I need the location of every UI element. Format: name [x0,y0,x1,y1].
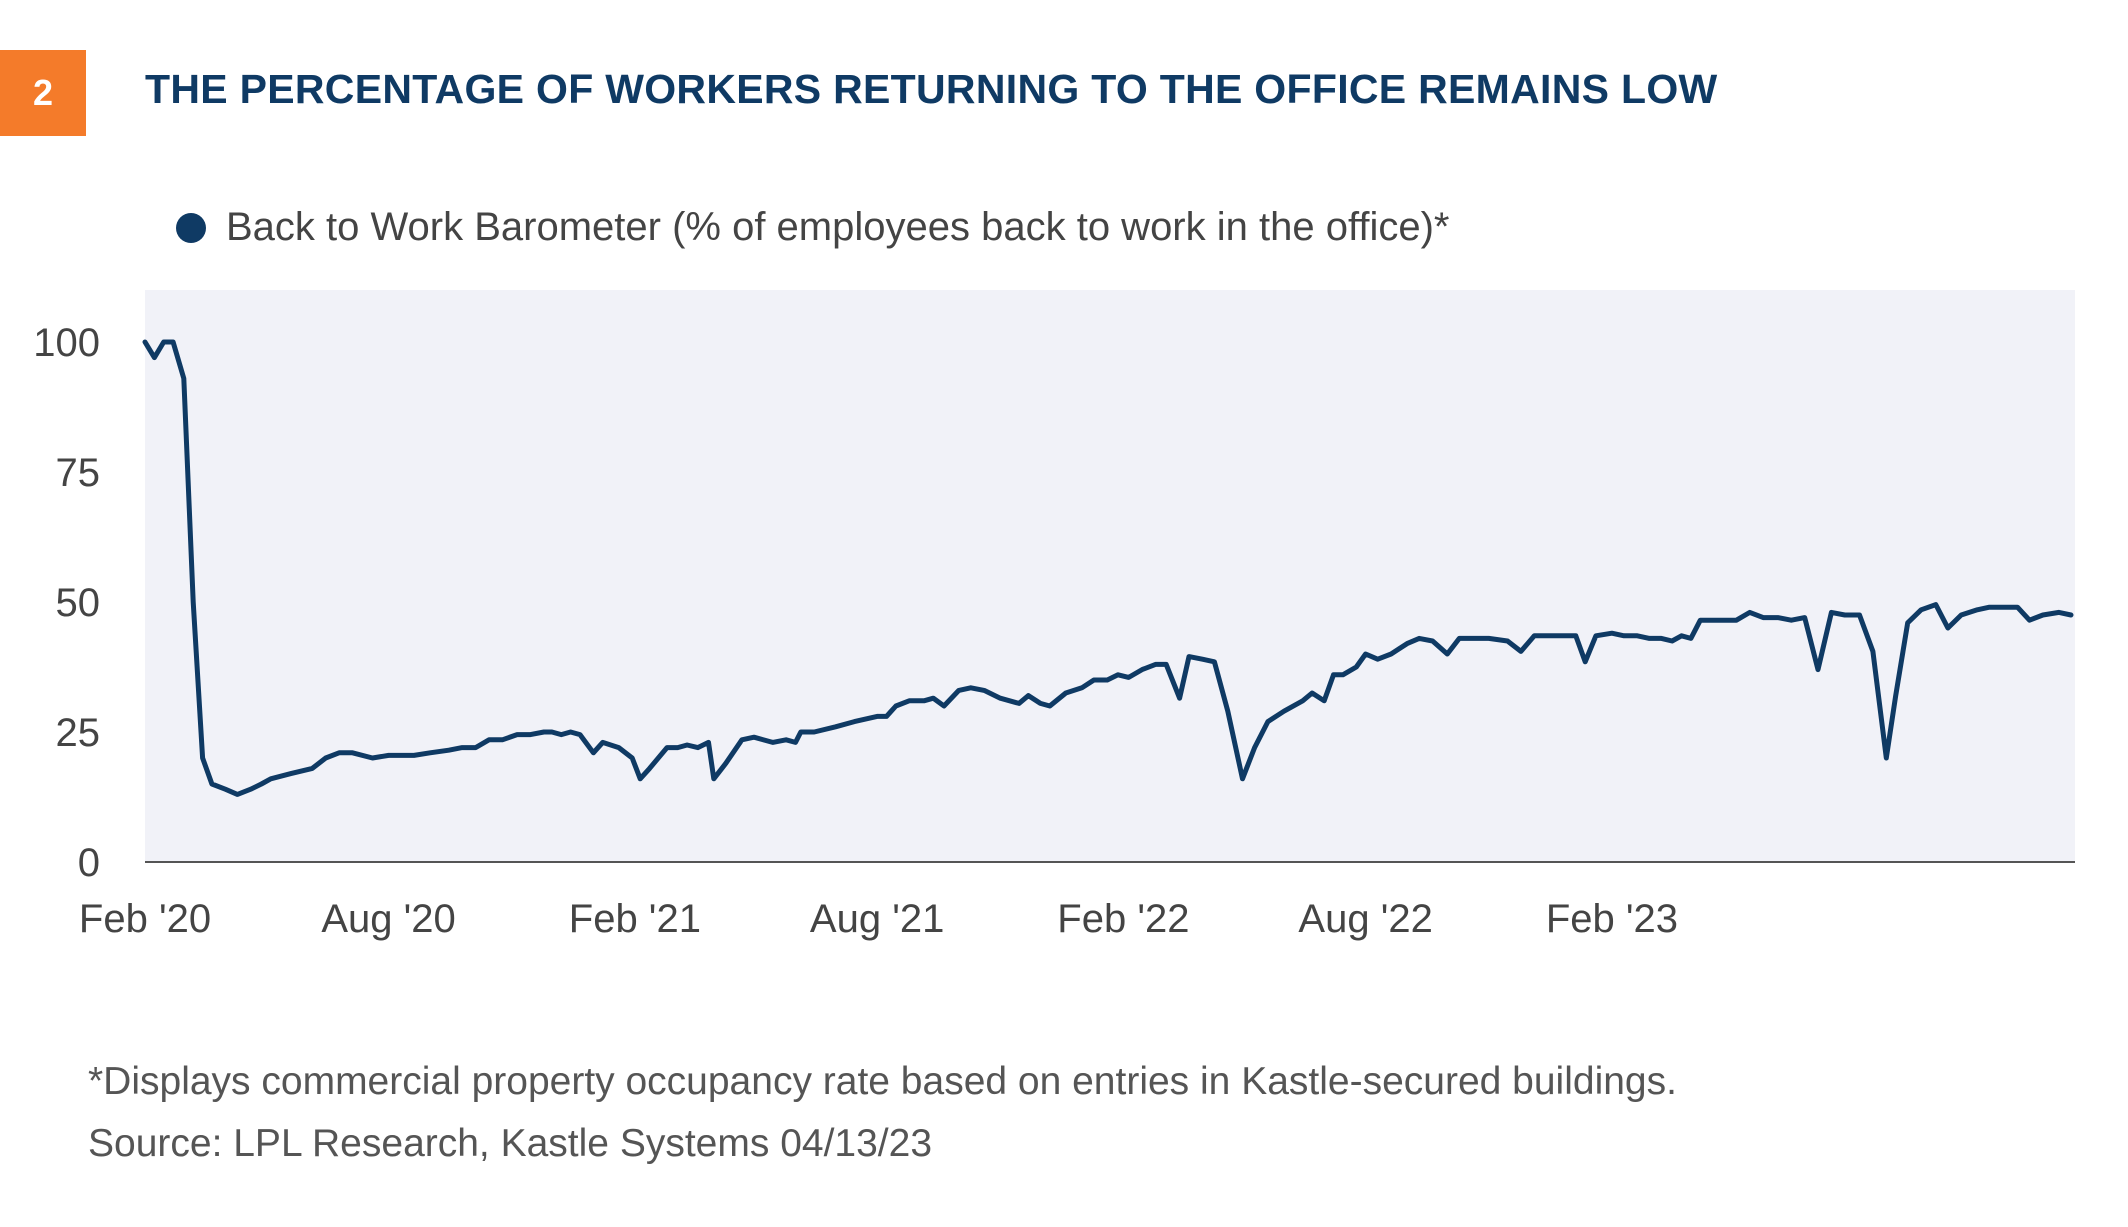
chart-title: THE PERCENTAGE OF WORKERS RETURNING TO T… [145,66,1718,112]
legend: Back to Work Barometer (% of employees b… [176,205,1449,250]
y-tick-label: 25 [56,711,101,755]
x-tick-label: Aug '22 [1298,897,1432,941]
series-line-back-to-work-barometer [142,339,2074,797]
legend-label: Back to Work Barometer (% of employees b… [226,205,1450,249]
y-tick-label: 50 [56,581,101,625]
source-note: Source: LPL Research, Kastle Systems 04/… [88,1122,933,1165]
plot-area [145,290,2075,862]
x-tick-label: Feb '22 [1057,897,1189,941]
x-tick-label: Aug '21 [810,897,944,941]
x-axis: Feb '20 Aug '20 Feb '21 Aug '21 Feb '22 Aug '… [79,897,1678,941]
y-tick-label: 100 [33,321,100,365]
y-axis: 0 25 50 75 100 [33,321,100,885]
x-tick-label: Feb '20 [79,897,211,941]
x-tick-label: Feb '23 [1546,897,1678,941]
footnote: *Displays commercial property occupancy … [88,1060,1677,1103]
y-tick-label: 0 [78,841,100,885]
x-tick-label: Feb '21 [569,897,701,941]
figure-number-badge: 2 [0,50,86,136]
legend-marker [176,212,206,243]
x-tick-label: Aug '20 [321,897,455,941]
y-tick-label: 75 [56,451,101,495]
